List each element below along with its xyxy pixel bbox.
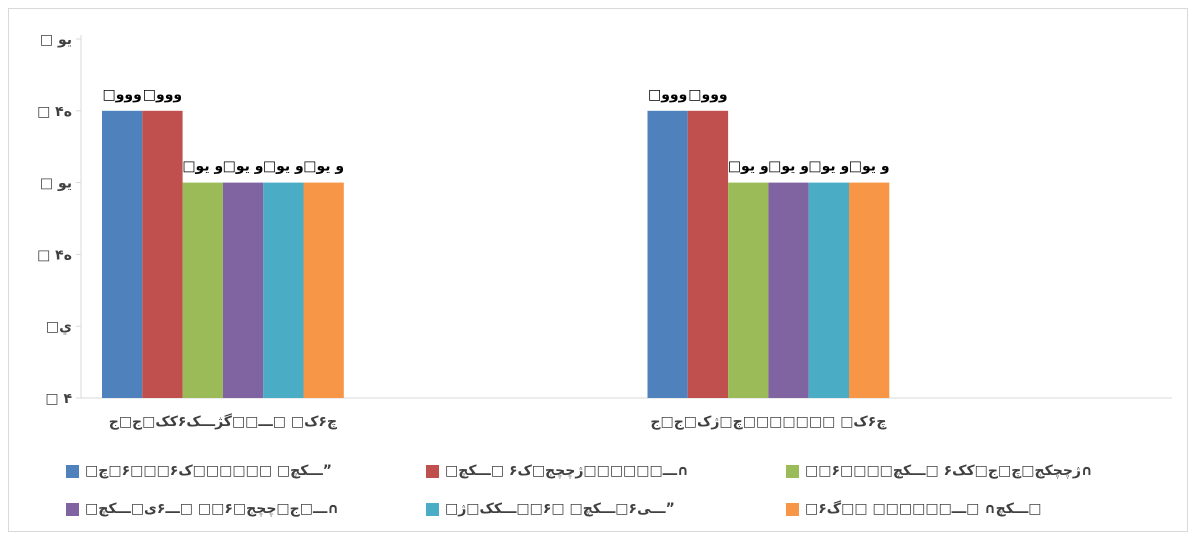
x-category-label-1: چ۶ک□ □ـــ□□گژـــک۶کک□ج□ج (109, 413, 338, 430)
bar-series-3-category-1 (182, 182, 223, 398)
legend-swatch-series-4 (66, 502, 79, 516)
legend-row-2: □ـــ□ج□چچج□۶□□ □ـــ۶ی□ـــکچ∩ □ـــی۶□ـــک… (66, 496, 1186, 522)
legend-item-series-5: □ـــی۶□ـــکچ□ □۶□□ـــکک□ژ” (426, 496, 675, 522)
legend-label-series-5: □ـــی۶□ـــکچ□ □۶□□ـــکک□ژ” (445, 501, 675, 517)
data-label-series-1-category-2: □ووو (648, 87, 687, 103)
legend-label-series-3: □□۶□□□□ژچچکج□چ□ج□کک۶ □ـــکچ∩ (805, 463, 1093, 479)
y-tick-label: □ يو (40, 176, 72, 192)
chart-frame (8, 8, 1188, 532)
legend-label-series-2: □ـــ□□□□□□ژچچج□ک۶ □ـــکچ∩ (445, 463, 689, 479)
legend-item-series-3: □□۶□□□□ژچچکج□چ□ج□کک۶ □ـــکچ∩ (786, 458, 1092, 484)
legend-item-series-2: □ـــ□□□□□□ژچچج□ک۶ □ـــکچ∩ (426, 458, 688, 484)
x-category-label-2: چ۶ک□ □□□□□□□چ□ژک□ج□ج (650, 414, 887, 430)
bar-series-4-category-1 (222, 182, 264, 398)
data-label-series-4-category-1: □و یو (223, 159, 264, 175)
data-label-series-3-category-2: □و یو (728, 159, 769, 175)
data-label-series-2-category-2: □ووو (688, 87, 727, 103)
legend-label-series-4: □ـــ□ج□چچج□۶□□ □ـــ۶ی□ـــکچ∩ (85, 501, 339, 517)
legend-swatch-series-6 (786, 502, 799, 516)
bar-series-5-category-1 (263, 182, 304, 398)
legend-swatch-series-2 (426, 464, 439, 478)
y-tick-label: □ يو (40, 32, 72, 48)
legend-item-series-6: □ـــکچ∩ □ـــ□□□□□□ □□گ۶□ (786, 496, 1041, 522)
legend-row-1: □ـــکچ□ □□□□□□ک۶□□□۶□چ” □ـــ□□□□□□ژچچج□ک… (66, 458, 1186, 484)
legend-label-series-1: □ـــکچ□ □□□□□□ک۶□□□۶□چ” (85, 463, 332, 479)
chart-bars (102, 110, 890, 399)
y-tick-label: □ ۴ه (37, 104, 72, 120)
bar-series-2-category-2 (687, 110, 729, 399)
chart-data-labels: □ووو □ووو□و یو □و یو □و یو □و یو□ووو □ووو□و ی… (102, 87, 889, 175)
bar-series-1-category-1 (102, 110, 143, 399)
legend-swatch-series-5 (426, 502, 439, 516)
legend-swatch-series-3 (786, 464, 799, 478)
data-label-series-1-category-1: □ووو (102, 87, 141, 103)
data-label-series-5-category-2: □و یو (808, 159, 849, 175)
data-label-series-6-category-2: □و یو (849, 159, 890, 175)
legend-swatch-series-1 (66, 464, 79, 478)
data-label-series-3-category-1: □و یو (182, 159, 223, 175)
bar-series-6-category-1 (303, 182, 344, 398)
bar-series-3-category-2 (728, 182, 769, 398)
bar-series-2-category-1 (142, 110, 183, 399)
chart-axes: □ ۴ □ي □ ۴ه □ يو □ ۴ه □ يو چ۶ک□ □ـــ□□گژـــک۶ک… (37, 32, 1172, 430)
y-tick-label: □ي (46, 319, 72, 336)
data-label-series-6-category-1: □و یو (303, 159, 344, 175)
y-tick-label: □ ۴ه (37, 247, 72, 263)
data-label-series-5-category-1: □و یو (263, 159, 304, 175)
bar-series-6-category-2 (849, 182, 890, 398)
legend-label-series-6: □ـــکچ∩ □ـــ□□□□□□ □□گ۶□ (805, 501, 1042, 517)
bar-series-4-category-2 (768, 182, 809, 398)
data-label-series-2-category-1: □ووو (143, 87, 182, 103)
data-label-series-4-category-2: □و یو (768, 159, 809, 175)
legend-item-series-1: □ـــکچ□ □□□□□□ک۶□□□۶□چ” (66, 458, 332, 484)
legend-item-series-4: □ـــ□ج□چچج□۶□□ □ـــ۶ی□ـــکچ∩ (66, 496, 339, 522)
y-tick-label: □ ۴ (45, 391, 72, 407)
bar-series-5-category-2 (808, 182, 849, 398)
bar-series-1-category-2 (647, 110, 688, 399)
